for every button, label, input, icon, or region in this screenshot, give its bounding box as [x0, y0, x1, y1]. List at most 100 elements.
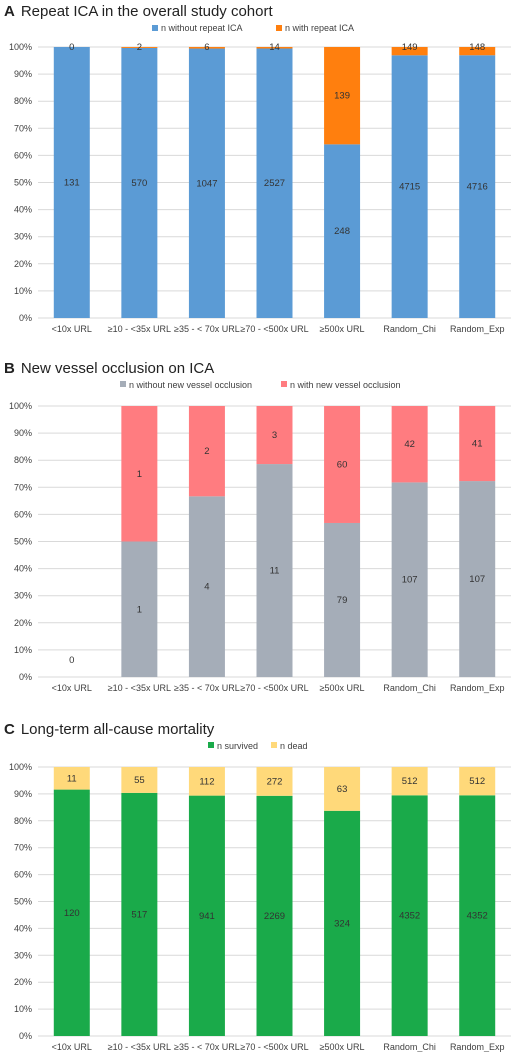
x-category-label: <10x URL [52, 1042, 92, 1052]
y-tick-label: 0% [19, 313, 32, 323]
y-tick-label: 50% [14, 178, 32, 188]
bar-segment-series-1 [256, 48, 293, 319]
y-tick-label: 80% [14, 816, 32, 826]
x-category-label: Random_Chi [383, 324, 436, 334]
data-label: 941 [199, 911, 215, 922]
legend-label-series-1: n without repeat ICA [161, 23, 243, 33]
bar-segment-series-1 [256, 795, 293, 1036]
bar-segment-series-1 [188, 48, 225, 318]
x-category-label: ≥70 - <500x URL [240, 683, 308, 693]
data-label: 2527 [264, 178, 285, 189]
data-label: 55 [134, 775, 145, 786]
y-tick-label: 20% [14, 259, 32, 269]
bar-segment-series-1 [324, 144, 361, 318]
panel-a-bars: 131 0 570 2 1047 6 2527 14 248 139 4715 149 4716 148 [53, 42, 496, 319]
panel-b-legend: n without new vessel occlusion n with ne… [120, 380, 401, 390]
bar-segment-series-1 [324, 522, 361, 677]
y-tick-label: 60% [14, 509, 32, 519]
legend-label-series-1: n survived [217, 741, 258, 751]
panel-c-legend: n survived n dead [208, 741, 308, 751]
data-label: 4715 [399, 182, 420, 193]
data-label: 11 [270, 566, 280, 577]
y-tick-label: 70% [14, 843, 32, 853]
legend-swatch-series-1 [152, 25, 158, 31]
x-category-label: ≥500x URL [320, 1042, 365, 1052]
bar-segment-series-1 [188, 795, 225, 1036]
bar-segment-series-1 [391, 55, 428, 318]
y-tick-label: 50% [14, 537, 32, 547]
bar-segment-series-1 [256, 464, 293, 677]
x-category-label: ≥500x URL [320, 683, 365, 693]
data-label: 79 [337, 595, 348, 606]
bar-segment-series-2 [188, 47, 225, 49]
y-tick-label: 40% [14, 564, 32, 574]
y-tick-label: 70% [14, 482, 32, 492]
bar-segment-series-1 [121, 792, 158, 1036]
data-label: 4716 [467, 182, 488, 193]
y-tick-label: 10% [14, 1004, 32, 1014]
data-label: 517 [131, 909, 147, 920]
data-label: 2 [204, 446, 209, 457]
bar-segment-series-2 [459, 767, 496, 796]
data-label: 60 [337, 459, 348, 470]
x-category-label: ≥35 - < 70x URL [174, 324, 240, 334]
y-tick-label: 20% [14, 977, 32, 987]
x-category-label: Random_Exp [450, 324, 505, 334]
panel-c-bars: 120 11 517 55 941 112 2269 272 324 63 4352 512 4352 5… [53, 767, 496, 1036]
data-label: 324 [334, 918, 350, 929]
data-label: 0 [69, 655, 74, 666]
y-tick-label: 0% [19, 1031, 32, 1041]
data-label: 0 [69, 42, 74, 53]
data-label: 107 [469, 574, 485, 585]
y-tick-label: 60% [14, 150, 32, 160]
y-tick-label: 70% [14, 123, 32, 133]
data-label: 248 [334, 226, 350, 237]
y-tick-label: 40% [14, 923, 32, 933]
bar-segment-series-2 [324, 406, 361, 523]
x-category-label: ≥10 - <35x URL [108, 324, 171, 334]
data-label: 41 [472, 439, 483, 450]
x-category-label: ≥35 - < 70x URL [174, 1042, 240, 1052]
x-category-label: ≥70 - <500x URL [240, 1042, 308, 1052]
y-tick-label: 30% [14, 232, 32, 242]
bar-segment-series-2 [121, 47, 158, 48]
bar-segment-series-2 [324, 47, 361, 145]
bar-segment-series-1 [391, 482, 428, 677]
bar-segment-series-2 [459, 47, 496, 56]
data-label: 570 [131, 178, 147, 189]
y-tick-label: 100% [9, 42, 32, 52]
panel-a-title: A Repeat ICA in the overall study cohort [4, 3, 273, 20]
data-label: 149 [402, 42, 418, 53]
data-label: 148 [469, 42, 485, 53]
legend-swatch-series-2 [276, 25, 282, 31]
y-tick-label: 100% [9, 401, 32, 411]
data-label: 4352 [399, 911, 420, 922]
bar-segment-series-2 [459, 406, 496, 482]
bar-segment-series-1 [459, 481, 496, 677]
bar-segment-series-1 [121, 541, 158, 677]
x-category-label: Random_Chi [383, 683, 436, 693]
x-category-label: ≥10 - <35x URL [108, 683, 171, 693]
data-label: 512 [402, 776, 418, 787]
x-category-label: ≥35 - < 70x URL [174, 683, 240, 693]
y-tick-label: 60% [14, 870, 32, 880]
y-tick-label: 30% [14, 950, 32, 960]
y-tick-label: 20% [14, 618, 32, 628]
y-tick-label: 30% [14, 591, 32, 601]
legend-swatch-series-1 [208, 742, 214, 748]
data-label: 1 [137, 469, 142, 480]
bar-segment-series-2 [53, 767, 90, 790]
bar-segment-series-2 [256, 47, 293, 49]
bar-segment-series-2 [256, 406, 293, 465]
data-label: 4352 [467, 911, 488, 922]
data-label: 42 [404, 439, 415, 450]
x-category-label: Random_Exp [450, 1042, 505, 1052]
data-label: 112 [199, 776, 214, 787]
data-label: 6 [204, 42, 209, 53]
bar-segment-series-2 [121, 767, 158, 793]
data-label: 272 [267, 776, 283, 787]
y-tick-label: 90% [14, 69, 32, 79]
bar-segment-series-2 [391, 47, 428, 56]
y-tick-label: 80% [14, 96, 32, 106]
